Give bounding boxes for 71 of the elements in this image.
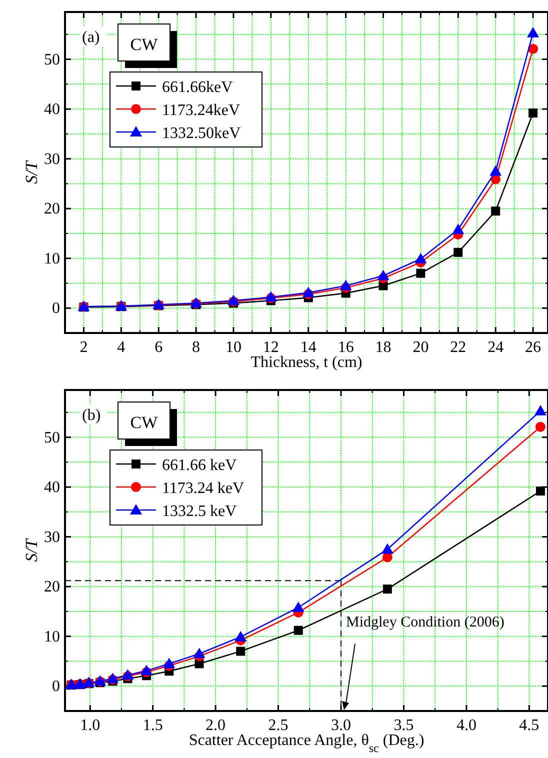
x-tick-label: 16: [338, 339, 354, 356]
legend-label: 1332.50keV: [162, 125, 242, 142]
point: [534, 404, 546, 416]
y-tick-label: 10: [44, 628, 60, 646]
y-tick-label: 20: [44, 578, 60, 596]
y-tick-label: 40: [44, 479, 60, 496]
x-tick-label: 1.5: [142, 717, 163, 734]
y-tick-label: 10: [44, 250, 60, 268]
point: [163, 658, 176, 668]
y-tick-label: 30: [44, 528, 60, 546]
point: [302, 286, 314, 298]
point: [294, 626, 303, 635]
point: [452, 223, 464, 234]
annotation: (a): [82, 29, 100, 46]
annotation: Midgley Condition (2006): [346, 614, 504, 630]
point: [528, 108, 538, 118]
annotation: CW: [130, 413, 159, 432]
point: [377, 270, 390, 280]
x-tick-label: 2.0: [206, 717, 226, 734]
y-tick-label: 0: [52, 300, 60, 318]
y-tick-label: 50: [44, 429, 60, 446]
x-tick-label: 24: [488, 339, 504, 356]
x-tick-label: 18: [375, 339, 392, 356]
y-axis-title: S/T: [22, 538, 41, 562]
x-tick-label: 4.0: [456, 717, 476, 734]
legend-label: 661.66keV: [162, 79, 234, 96]
x-tick-label: 2.5: [268, 717, 288, 734]
point: [527, 26, 540, 38]
x-axis-title: Thickness, t (cm): [250, 354, 362, 371]
legend-label: 1173.24keV: [162, 102, 241, 119]
point: [382, 584, 392, 594]
x-tick-label: 3.5: [394, 717, 414, 734]
x-tick-label: 26: [525, 339, 542, 356]
point: [491, 206, 500, 216]
x-tick-label: 14: [300, 339, 316, 356]
point: [381, 543, 394, 554]
legend-label: 1173.24 keV: [162, 480, 245, 497]
point: [236, 646, 246, 656]
legend-label: 1332.5 keV: [162, 503, 238, 520]
legend-label: 661.66 keV: [162, 457, 238, 474]
y-tick-label: 30: [44, 150, 60, 168]
point: [535, 422, 546, 432]
point: [536, 486, 545, 496]
x-tick-label: 12: [262, 339, 279, 356]
x-tick-label: 10: [225, 339, 242, 356]
annotation: CW: [130, 35, 159, 54]
x-tick-label: 8: [192, 339, 200, 356]
point: [193, 648, 206, 658]
x-tick-label: 4: [117, 339, 126, 356]
point: [234, 630, 247, 642]
x-tick-label: 22: [450, 339, 466, 356]
point: [292, 601, 304, 612]
point: [416, 268, 426, 278]
x-tick-label: 6: [154, 339, 163, 356]
x-tick-label: 1.0: [80, 717, 100, 734]
y-tick-label: 40: [44, 101, 60, 118]
x-tick-label: 4.5: [519, 717, 540, 734]
point: [490, 165, 502, 176]
point: [340, 280, 352, 290]
x-tick-label: 2: [80, 339, 88, 356]
x-axis-title: Scatter Acceptance Angle, θ$_{sc}$ (Deg.): [188, 732, 424, 755]
point: [454, 248, 463, 257]
point: [414, 252, 427, 264]
y-tick-label: 50: [44, 51, 60, 68]
y-axis-title: S/T: [22, 160, 41, 184]
x-tick-label: 20: [412, 339, 429, 356]
annotation: (b): [82, 407, 101, 424]
y-tick-label: 20: [44, 200, 60, 218]
x-tick-label: 3.0: [331, 717, 351, 734]
y-tick-label: 0: [52, 678, 60, 696]
point: [140, 664, 153, 676]
